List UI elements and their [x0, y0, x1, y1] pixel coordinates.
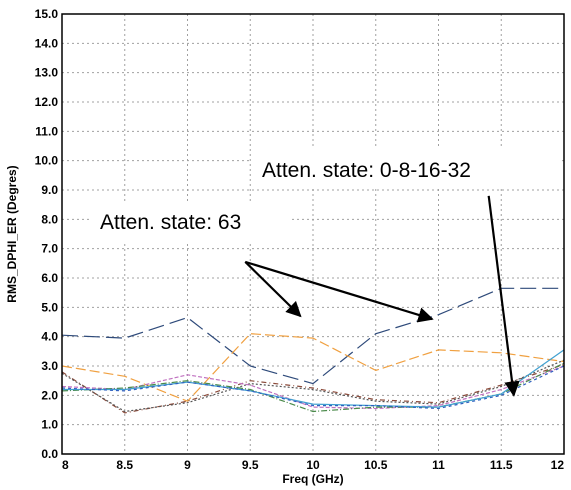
x-tick-label: 10 [306, 458, 320, 472]
series-line-3 [61, 363, 565, 414]
x-tick-label: 10.5 [364, 458, 388, 472]
series-line-1 [61, 287, 564, 385]
annotation-atten-state-0-8-16-32: Atten. state: 0-8-16-32 [262, 159, 471, 182]
y-tick-label: 8.0 [41, 212, 58, 226]
annotation-bg-63 [92, 203, 290, 241]
x-axis-ticks: 8 8.5 9 9.5 10 10.5 11 11.5 12 [62, 458, 564, 472]
annotation-arrow-1 [244, 261, 302, 318]
x-tick-label: 8.5 [116, 458, 133, 472]
series-layer [61, 287, 565, 414]
y-tick-label: 6.0 [41, 271, 58, 285]
y-tick-label: 4.0 [41, 330, 58, 344]
x-tick-label: 9 [184, 458, 191, 472]
series-line-4 [61, 359, 565, 413]
y-tick-label: 13.0 [35, 66, 59, 80]
y-tick-label: 14.0 [35, 36, 59, 50]
x-tick-label: 11 [432, 458, 445, 472]
series-line-8 [61, 365, 565, 410]
y-tick-label: 7.0 [41, 242, 58, 256]
annotation-bg-0-8-16-32 [252, 148, 560, 188]
y-tick-label: 3.0 [41, 359, 58, 373]
annotation-atten-state-63: Atten. state: 63 [100, 211, 241, 234]
y-tick-label: 15.0 [35, 7, 59, 21]
y-tick-label: 11.0 [35, 124, 58, 138]
x-tick-label: 11.5 [490, 458, 513, 472]
y-tick-label: 10.0 [35, 154, 59, 168]
x-tick-label: 8 [62, 458, 69, 472]
series-line-6 [61, 362, 565, 413]
y-tick-label: 12.0 [35, 95, 59, 109]
plot-frame [61, 13, 565, 455]
annotation-arrow-2 [487, 195, 520, 397]
y-tick-label: 2.0 [41, 388, 58, 402]
y-tick-label: 0.0 [41, 447, 58, 461]
y-axis-ticks: 0.0 1.0 2.0 3.0 4.0 5.0 6.0 7.0 8.0 9.0 10.0 11.0 12… [35, 7, 59, 461]
series-line-5 [61, 365, 565, 410]
x-tick-label: 9.5 [242, 458, 259, 472]
y-tick-label: 1.0 [41, 418, 58, 432]
y-tick-label: 5.0 [41, 300, 58, 314]
y-axis-label: RMS_DPHI_ER (Degres) [5, 165, 19, 302]
x-axis-label: Freq (GHz) [282, 472, 343, 486]
x-tick-label: 12 [551, 458, 565, 472]
annotation-arrow-1 [244, 260, 434, 323]
y-tick-label: 9.0 [41, 183, 58, 197]
annotation-arrows [244, 195, 520, 397]
series-line-7 [62, 349, 565, 408]
